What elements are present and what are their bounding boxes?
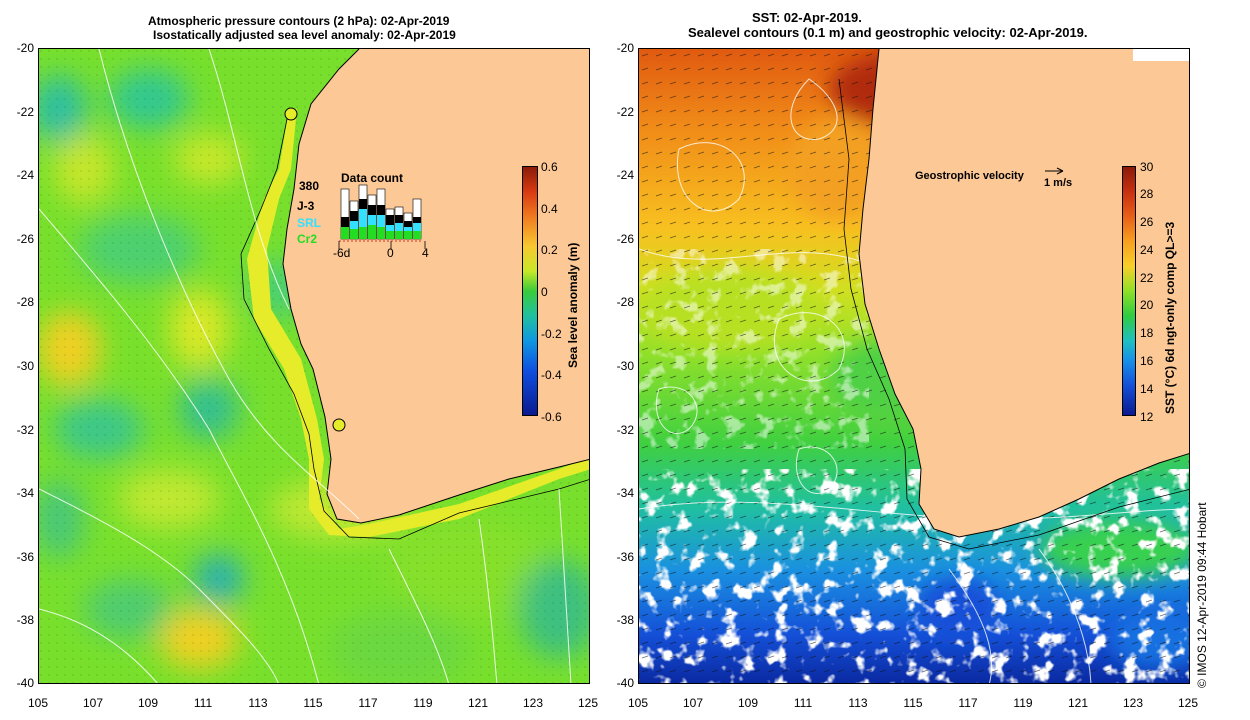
data-count-axis-zero: 0 bbox=[387, 246, 394, 260]
lat-label: -26 bbox=[616, 232, 634, 246]
sea-level-anomaly-map-svg bbox=[39, 49, 589, 683]
lon-label: 121 bbox=[1067, 696, 1089, 710]
lon-label: 119 bbox=[413, 696, 433, 710]
sst-tick: 16 bbox=[1140, 354, 1154, 368]
lat-label: -22 bbox=[16, 105, 34, 119]
left-title-line1: Atmospheric pressure contours (2 hPa): 0… bbox=[148, 14, 450, 28]
sla-tick: 0.6 bbox=[541, 160, 558, 174]
lat-label: -28 bbox=[16, 295, 34, 309]
tide-gauge-marker[interactable] bbox=[284, 107, 298, 121]
sst-tick: 18 bbox=[1140, 326, 1154, 340]
lat-label: -24 bbox=[16, 168, 34, 182]
data-gap bbox=[1133, 49, 1189, 61]
left-title-line2: Isostatically adjusted sea level anomaly… bbox=[153, 28, 456, 42]
lon-label: 115 bbox=[903, 696, 923, 710]
sst-tick: 30 bbox=[1140, 160, 1154, 174]
data-count-title: Data count bbox=[341, 171, 404, 185]
lon-label: 113 bbox=[248, 696, 268, 710]
sst-tick: 14 bbox=[1140, 382, 1154, 396]
coastline bbox=[858, 49, 1189, 538]
lat-label: -36 bbox=[616, 550, 634, 564]
lon-label: 125 bbox=[577, 696, 599, 710]
data-count-axis-start: -6d bbox=[333, 246, 351, 260]
lon-label: 117 bbox=[958, 696, 978, 710]
sst-tick: 24 bbox=[1140, 243, 1154, 257]
lat-label: -32 bbox=[616, 423, 634, 437]
right-title-line1: SST: 02-Apr-2019. bbox=[752, 10, 862, 25]
lon-label: 109 bbox=[737, 696, 759, 710]
data-count-max: 380 bbox=[299, 179, 320, 193]
lon-label: 123 bbox=[1122, 696, 1144, 710]
lon-label: 117 bbox=[358, 696, 378, 710]
lat-label: -22 bbox=[616, 105, 634, 119]
bathymetry-line bbox=[838, 78, 1189, 550]
sla-tick: 0 bbox=[541, 285, 548, 299]
sea-level-anomaly-map[interactable]: Data count 380 J-3 SRL Cr2 -6d 0 4 bbox=[38, 48, 590, 684]
sla-tick: -0.4 bbox=[541, 368, 562, 382]
imos-credit: © IMOS 12-Apr-2019 09:44 Hobart bbox=[1195, 502, 1209, 688]
sla-tick: 0.2 bbox=[541, 243, 558, 257]
lon-label: 121 bbox=[467, 696, 489, 710]
lon-label: 115 bbox=[303, 696, 323, 710]
lat-label: -20 bbox=[16, 41, 34, 55]
lat-label: -34 bbox=[616, 486, 634, 500]
legend-j3: J-3 bbox=[297, 199, 315, 213]
right-title-line2: Sealevel contours (0.1 m) and geostrophi… bbox=[688, 25, 1088, 40]
lat-label: -20 bbox=[616, 41, 634, 55]
lon-label: 125 bbox=[1177, 696, 1199, 710]
sla-colorbar bbox=[522, 166, 538, 416]
velocity-scale-arrow bbox=[1045, 167, 1064, 175]
sst-tick: 28 bbox=[1140, 187, 1154, 201]
lon-label: 105 bbox=[27, 696, 49, 710]
lon-label: 111 bbox=[193, 696, 213, 710]
lon-label: 109 bbox=[137, 696, 159, 710]
lat-label: -40 bbox=[616, 676, 634, 690]
lon-label: 113 bbox=[848, 696, 868, 710]
lon-label: 107 bbox=[82, 696, 104, 710]
sst-tick: 22 bbox=[1140, 271, 1154, 285]
lat-label: -24 bbox=[616, 168, 634, 182]
lat-label: -38 bbox=[616, 613, 634, 627]
pressure-contours bbox=[39, 49, 572, 683]
lat-label: -26 bbox=[16, 232, 34, 246]
coastline bbox=[282, 49, 589, 524]
tide-gauge-marker[interactable] bbox=[332, 418, 346, 432]
lat-label: -36 bbox=[16, 550, 34, 564]
sst-colorbar bbox=[1122, 166, 1136, 416]
lat-label: -28 bbox=[616, 295, 634, 309]
sst-tick: 20 bbox=[1140, 298, 1154, 312]
sla-tick: -0.2 bbox=[541, 327, 562, 341]
sla-tick: 0.4 bbox=[541, 202, 558, 216]
lat-label: -32 bbox=[16, 423, 34, 437]
lon-label: 119 bbox=[1013, 696, 1033, 710]
land-mass bbox=[859, 49, 1189, 537]
land-mass bbox=[283, 49, 589, 523]
data-count-axis-end: 4 bbox=[422, 246, 429, 260]
sla-tick: -0.6 bbox=[541, 410, 562, 424]
sst-tick: 26 bbox=[1140, 215, 1154, 229]
legend-cr2: Cr2 bbox=[297, 232, 318, 246]
velocity-scale-label: 1 m/s bbox=[1044, 177, 1073, 189]
lat-label: -38 bbox=[16, 613, 34, 627]
sst-tick: 12 bbox=[1140, 410, 1154, 424]
lat-label: -30 bbox=[16, 359, 34, 373]
bathymetry-line bbox=[240, 108, 589, 540]
lon-label: 105 bbox=[627, 696, 649, 710]
lon-label: 107 bbox=[682, 696, 704, 710]
sst-map[interactable]: Geostrophic velocity 1 m/s bbox=[638, 48, 1190, 684]
legend-srl: SRL bbox=[297, 216, 321, 230]
lat-label: -40 bbox=[16, 676, 34, 690]
lat-label: -30 bbox=[616, 359, 634, 373]
velocity-legend-label: Geostrophic velocity bbox=[915, 170, 1024, 182]
sst-map-svg bbox=[639, 49, 1189, 683]
lat-label: -34 bbox=[16, 486, 34, 500]
sla-colorbar-label: Sea level anomaly (m) bbox=[566, 242, 580, 368]
sst-colorbar-label: SST (°C) 6d ngt-only comp QL>=3 bbox=[1163, 221, 1177, 414]
lon-label: 111 bbox=[793, 696, 813, 710]
lon-label: 123 bbox=[522, 696, 544, 710]
data-count-inset bbox=[338, 184, 426, 249]
